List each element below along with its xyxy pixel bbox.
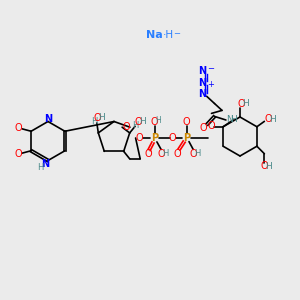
Text: O: O xyxy=(135,116,142,127)
Text: O: O xyxy=(14,123,22,133)
Text: −: − xyxy=(207,64,214,74)
Text: H: H xyxy=(242,99,248,108)
Text: H: H xyxy=(133,121,139,130)
Text: O: O xyxy=(265,114,272,124)
Text: H: H xyxy=(155,116,161,125)
Text: O: O xyxy=(183,117,190,127)
Text: H: H xyxy=(140,117,146,126)
Text: O: O xyxy=(14,149,22,159)
Text: N: N xyxy=(41,159,49,170)
Text: P: P xyxy=(151,133,158,143)
Text: H: H xyxy=(162,149,169,158)
Text: ·H: ·H xyxy=(163,30,174,40)
Text: O: O xyxy=(169,133,177,143)
Text: N: N xyxy=(226,115,233,124)
Text: N: N xyxy=(198,89,207,100)
Text: H: H xyxy=(266,162,272,171)
Text: O: O xyxy=(261,161,268,171)
Text: O: O xyxy=(207,122,215,131)
Text: P: P xyxy=(183,133,190,143)
Text: H: H xyxy=(38,163,44,172)
Text: +: + xyxy=(208,80,214,89)
Text: N: N xyxy=(198,66,207,76)
Text: O: O xyxy=(94,113,101,123)
Text: O: O xyxy=(199,123,207,133)
Text: O: O xyxy=(151,117,158,127)
Text: O: O xyxy=(158,149,166,159)
Text: O: O xyxy=(144,149,152,159)
Text: H: H xyxy=(230,115,237,124)
Text: N: N xyxy=(44,113,52,124)
Text: O: O xyxy=(135,133,143,143)
Text: N: N xyxy=(198,78,207,88)
Text: O: O xyxy=(190,148,198,159)
Text: O: O xyxy=(237,99,245,109)
Text: H: H xyxy=(98,113,105,122)
Text: O: O xyxy=(173,148,181,159)
Text: H: H xyxy=(194,149,201,158)
Text: H: H xyxy=(269,115,276,124)
Text: O: O xyxy=(122,122,130,132)
Text: Na: Na xyxy=(146,30,163,40)
Text: −: − xyxy=(173,29,181,38)
Text: H: H xyxy=(92,117,98,126)
